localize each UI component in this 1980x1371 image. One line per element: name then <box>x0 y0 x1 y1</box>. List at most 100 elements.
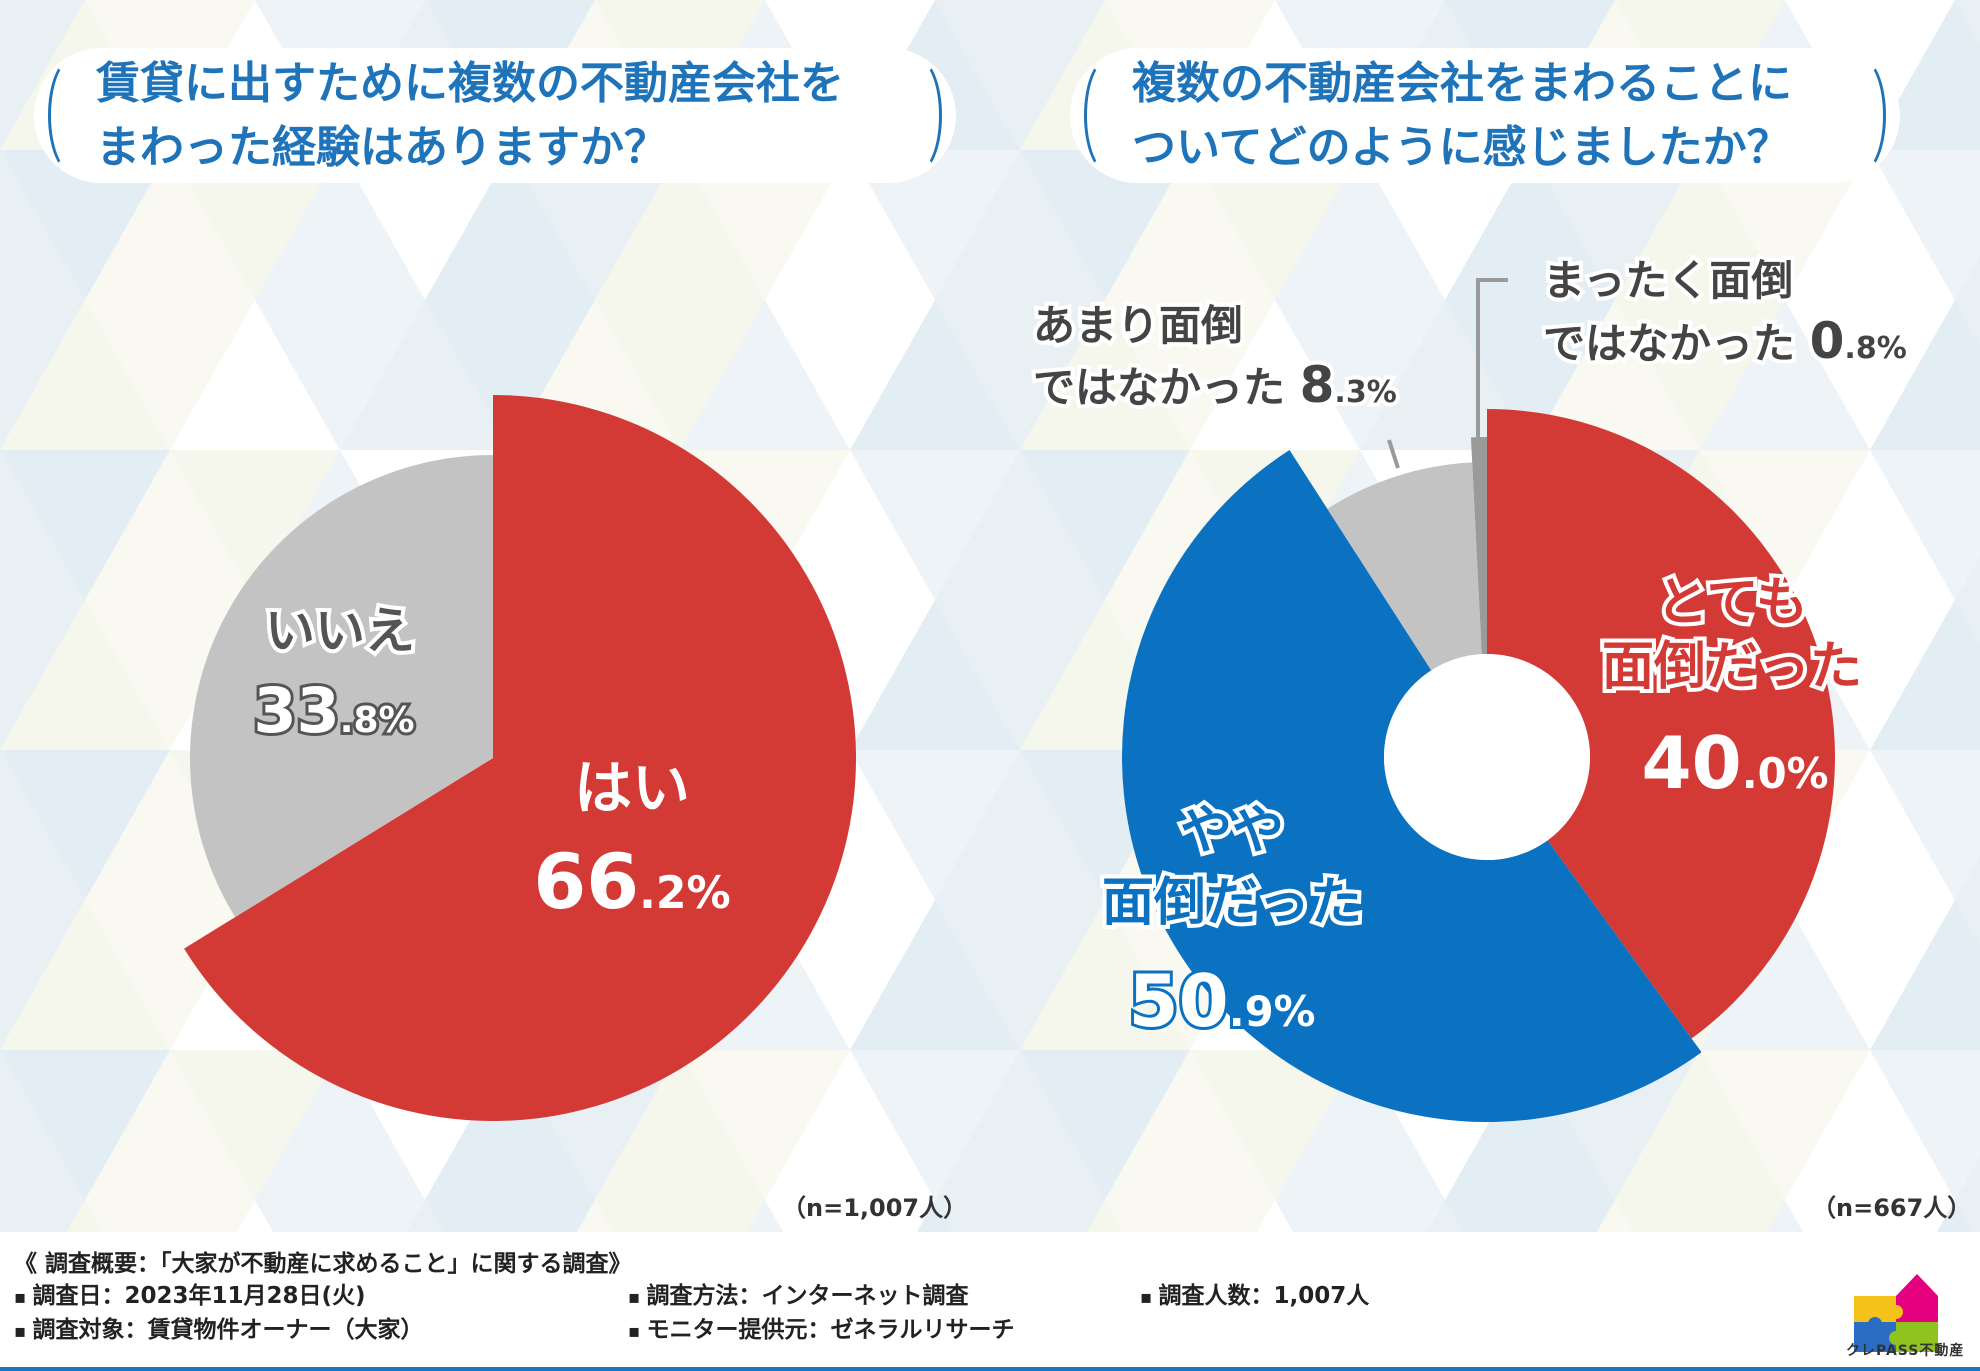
bg-triangle <box>850 1050 1020 1200</box>
bg-triangle <box>1955 300 1980 345</box>
pie-slice-yes <box>184 395 857 1121</box>
bg-triangle <box>1615 150 1785 300</box>
bg-triangle <box>1955 555 1980 600</box>
bg-triangle <box>1700 150 1870 300</box>
left-title-line-2: まわった経験はありますか？ <box>96 122 668 173</box>
bg-triangle <box>425 1050 595 1200</box>
bg-triangle <box>935 900 1105 1050</box>
bg-triangle <box>170 300 340 450</box>
left-sample-size: （n=1,007人） <box>782 1194 968 1222</box>
bg-triangle <box>1955 255 1980 300</box>
label-somewhat-line2: 面倒だった <box>1102 873 1362 933</box>
left-question-title: 賃貸に出すために複数の不動産会社を まわった経験はありますか？ <box>34 48 956 183</box>
percent-very: 40.0% <box>1642 721 1829 805</box>
bg-triangle <box>1785 1200 1955 1232</box>
survey-heading: 《 調査概要：「大家が不動産に求めること」に関する調査》 <box>14 1251 632 1277</box>
puzzle-house-logo-icon <box>1854 1274 1938 1352</box>
bg-triangle <box>340 150 510 300</box>
bg-triangle <box>1700 900 1870 1050</box>
donut-slice-somewhat-troublesome <box>1122 450 1702 1122</box>
bg-triangle <box>1615 300 1785 450</box>
bg-triangle <box>85 450 255 600</box>
left-title-line-1: 賃貸に出すために複数の不動産会社を <box>96 58 844 109</box>
bg-triangle <box>1955 855 1980 900</box>
bg-triangle <box>1785 450 1955 600</box>
label-notatall-line1: まったく面倒 <box>1543 256 1793 305</box>
bg-triangle <box>1275 1050 1445 1200</box>
bg-triangle <box>1445 1050 1615 1200</box>
bg-triangle <box>765 150 935 300</box>
bg-triangle <box>1020 150 1190 300</box>
bg-triangle <box>255 300 425 450</box>
bg-triangle <box>746 1200 784 1232</box>
bg-triangle <box>1190 300 1360 450</box>
bg-triangle <box>1360 150 1530 300</box>
bg-triangle <box>1086 1200 1124 1232</box>
bg-triangle <box>0 150 170 300</box>
bg-triangle <box>1785 750 1955 900</box>
bg-triangle <box>850 600 1020 750</box>
bg-triangle <box>1955 1200 1980 1232</box>
bg-triangle <box>1870 300 1980 450</box>
bg-triangle <box>1445 300 1615 450</box>
bg-triangle <box>425 1200 595 1232</box>
bg-triangle <box>0 1050 170 1200</box>
bg-triangle <box>1105 1050 1275 1200</box>
survey-provider: モニター提供元：ゼネラルリサーチ <box>628 1310 1014 1344</box>
right-title-line-2: ついてどのように感じましたか？ <box>1132 122 1791 173</box>
pie-slice-no <box>190 455 493 918</box>
bg-triangle <box>406 1200 444 1232</box>
bg-triangle <box>85 1050 255 1200</box>
bg-triangle <box>935 0 1105 150</box>
bg-triangle <box>66 1200 104 1232</box>
percent-no: 33.8% <box>254 674 415 747</box>
bg-triangle <box>1020 300 1190 450</box>
leader-line-notvery <box>1387 439 1400 469</box>
bg-triangle <box>1256 1200 1294 1232</box>
bg-triangle <box>935 300 1105 450</box>
bg-triangle <box>255 1200 425 1232</box>
bg-triangle <box>85 600 255 750</box>
bg-triangle <box>85 150 255 300</box>
bg-triangle <box>0 300 170 450</box>
bg-triangle <box>0 1200 85 1232</box>
bg-triangle <box>85 1200 255 1232</box>
left-pie-chart: はい 66.2% いいえ 33.8% <box>184 395 857 1121</box>
donut-hole <box>1384 654 1590 860</box>
bg-triangle <box>1020 900 1190 1050</box>
bg-triangle <box>1615 1200 1785 1232</box>
bg-triangle <box>1020 1050 1190 1200</box>
label-somewhat-line1: やや <box>1180 801 1284 861</box>
bg-triangle <box>916 1200 954 1232</box>
bg-triangle <box>1530 150 1700 300</box>
bg-triangle <box>1936 1200 1974 1232</box>
label-notvery-line2: ではなかった 8.3% <box>1033 356 1397 414</box>
bg-triangle <box>1530 300 1700 450</box>
percent-somewhat: 50.9% <box>1129 959 1316 1043</box>
survey-method: 調査方法：インターネット調査 <box>628 1276 968 1310</box>
bg-triangle <box>1700 450 1870 600</box>
bg-triangle <box>680 300 850 450</box>
bg-triangle <box>1596 1200 1634 1232</box>
bg-triangle <box>1700 300 1870 450</box>
bg-triangle <box>1870 450 1980 600</box>
label-notvery-line1: あまり面倒 <box>1033 301 1243 350</box>
bg-triangle <box>935 600 1105 750</box>
bg-triangle <box>1275 150 1445 300</box>
bg-triangle <box>576 1200 614 1232</box>
donut-slice-very-troublesome <box>1487 408 1835 1039</box>
donut-slice-not-very-troublesome <box>1327 462 1482 671</box>
bg-triangle <box>0 600 170 750</box>
bg-triangle <box>1275 300 1445 450</box>
bg-triangle <box>1766 1200 1804 1232</box>
label-yes: はい <box>574 754 690 822</box>
bg-triangle <box>595 1050 765 1200</box>
bg-triangle <box>935 1200 1105 1232</box>
bg-triangle <box>935 750 1105 900</box>
bg-triangle <box>1870 900 1980 1050</box>
bg-triangle <box>236 1200 274 1232</box>
bg-triangle <box>850 900 1020 1050</box>
bg-triangle <box>1870 1050 1980 1200</box>
label-no: いいえ <box>265 602 415 660</box>
survey-count: 調査人数：1,007人 <box>1140 1276 1369 1310</box>
